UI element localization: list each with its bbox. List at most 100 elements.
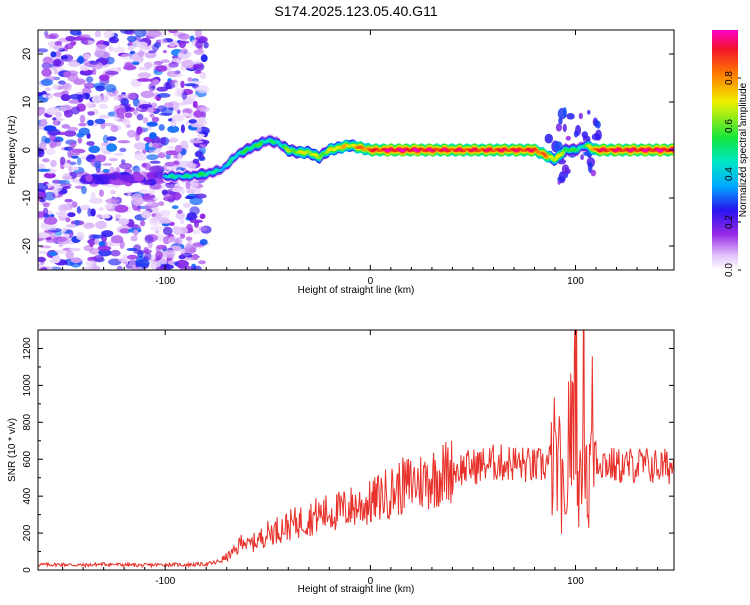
noise-blob — [105, 84, 117, 93]
noise-blob — [119, 147, 127, 153]
noise-blob — [149, 160, 161, 164]
noise-blob — [134, 142, 146, 150]
noise-blob — [135, 132, 140, 142]
snr-series-line — [38, 330, 674, 569]
noise-blob — [136, 41, 148, 48]
ridge-cell — [560, 151, 565, 155]
noise-blob — [148, 50, 157, 54]
noise-blob — [60, 183, 72, 188]
snr-y-tick-label: 800 — [22, 414, 33, 431]
noise-blob — [68, 94, 83, 100]
noise-blob — [91, 95, 102, 104]
noise-blob — [159, 137, 166, 144]
noise-blob — [130, 235, 138, 242]
noise-blob — [119, 240, 125, 250]
noise-blob — [147, 30, 162, 38]
noise-blob — [91, 234, 105, 239]
snr-background — [38, 330, 674, 570]
noise-blob — [127, 35, 137, 42]
noise-blob — [71, 106, 80, 115]
noise-blob — [38, 256, 47, 263]
noise-blob — [190, 140, 203, 144]
noise-blob — [41, 266, 47, 270]
noise-blob — [95, 44, 108, 49]
noise-blob — [52, 58, 65, 68]
noise-blob — [185, 180, 191, 190]
noise-blob — [169, 73, 183, 77]
noise-blob — [146, 201, 153, 206]
colorbar-gradient — [712, 30, 738, 270]
noise-blob — [43, 125, 57, 132]
ridge-scatter-blob — [573, 130, 579, 138]
noise-blob — [99, 103, 108, 110]
noise-blob — [122, 118, 131, 126]
noise-blob — [42, 56, 54, 64]
noise-blob — [106, 136, 117, 142]
noise-blob — [127, 191, 132, 197]
noise-blob — [59, 156, 66, 166]
noise-blob — [89, 248, 101, 255]
noise-blob — [156, 244, 167, 250]
noise-blob — [137, 72, 152, 79]
noise-blob — [79, 114, 86, 124]
noise-blob — [63, 71, 72, 78]
noise-blob — [133, 109, 138, 115]
noise-blob — [194, 193, 207, 199]
noise-blob — [155, 251, 164, 259]
noise-blob — [63, 110, 73, 118]
noise-blob — [99, 74, 110, 81]
noise-blob — [144, 51, 157, 59]
noise-blob — [92, 67, 97, 76]
noise-band-blob — [85, 174, 93, 182]
noise-blob — [99, 189, 104, 197]
noise-blob — [115, 107, 127, 115]
noise-blob — [74, 219, 80, 226]
noise-blob — [133, 229, 139, 236]
noise-blob — [158, 201, 165, 206]
noise-blob — [151, 213, 156, 217]
noise-blob — [126, 247, 138, 252]
noise-blob — [85, 102, 94, 109]
noise-blob — [47, 210, 53, 216]
noise-blob — [117, 218, 130, 225]
noise-blob — [151, 116, 160, 123]
noise-blob — [83, 266, 98, 270]
ridge-scatter-blob — [587, 161, 593, 174]
noise-blob — [78, 127, 90, 136]
noise-blob — [165, 153, 171, 160]
noise-blob — [151, 207, 160, 213]
ridge-cell — [553, 157, 559, 161]
noise-blob — [199, 106, 210, 113]
noise-blob — [119, 162, 133, 170]
noise-blob — [144, 235, 154, 244]
noise-blob — [78, 122, 87, 127]
noise-blob — [192, 158, 200, 164]
noise-blob — [38, 192, 47, 199]
noise-blob — [198, 260, 207, 265]
noise-blob — [53, 44, 64, 51]
noise-blob — [143, 117, 149, 124]
noise-blob — [158, 38, 168, 44]
colorbar: 0.0 0.2 0.4 0.6 0.8 Normalized spectral ampl… — [712, 30, 749, 277]
noise-blob — [113, 112, 119, 122]
noise-blob — [108, 157, 118, 162]
noise-blob — [64, 233, 70, 238]
noise-blob — [65, 224, 78, 228]
noise-blob — [105, 198, 120, 205]
noise-blob — [102, 163, 113, 166]
spectrogram-y-tick-label: 20 — [21, 48, 33, 60]
noise-blob — [67, 149, 73, 158]
noise-blob — [87, 111, 95, 116]
noise-blob — [181, 59, 195, 69]
snr-y-tick-label: 1000 — [22, 374, 33, 397]
noise-blob — [132, 61, 140, 65]
noise-blob — [133, 165, 140, 174]
noise-blob — [80, 34, 91, 39]
noise-blob — [101, 122, 115, 127]
noise-blob — [188, 119, 197, 124]
noise-blob — [120, 97, 129, 106]
noise-blob — [149, 132, 157, 140]
noise-blob — [44, 30, 49, 36]
noise-blob — [105, 70, 119, 76]
ridge-scatter-blob — [566, 113, 575, 120]
